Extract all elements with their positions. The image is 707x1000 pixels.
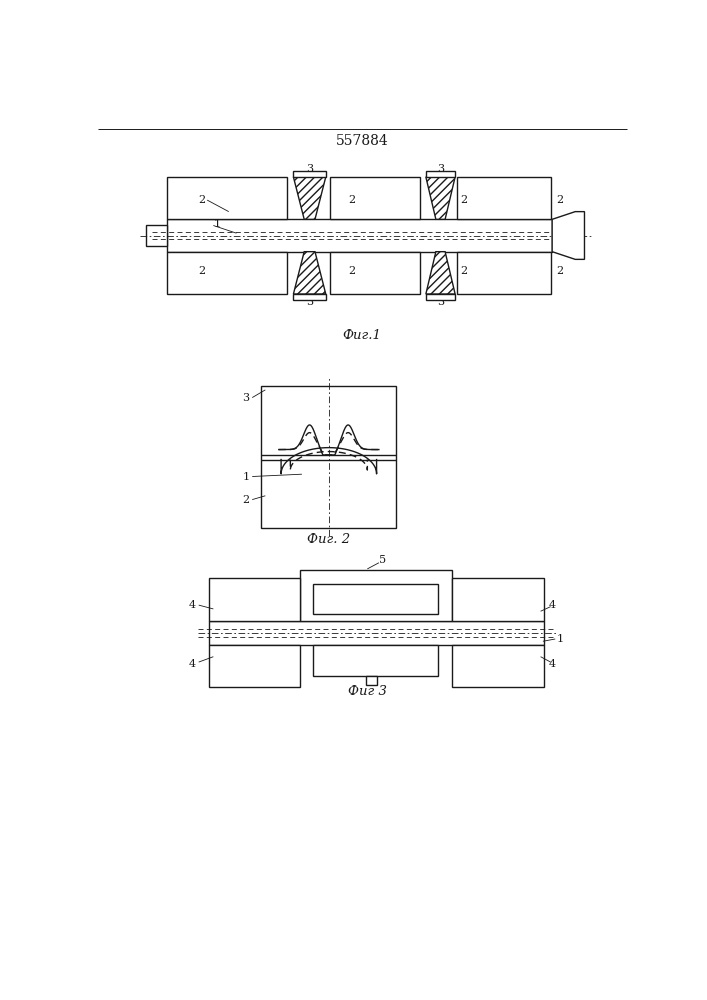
Text: 3: 3	[306, 297, 313, 307]
Bar	[366, 676, 377, 685]
Bar	[452, 578, 544, 620]
Text: 3: 3	[437, 164, 444, 174]
Bar	[300, 570, 452, 620]
Text: 2: 2	[198, 195, 205, 205]
Bar	[209, 645, 300, 687]
Bar	[167, 252, 287, 294]
Text: 2: 2	[556, 195, 563, 205]
Bar	[313, 584, 438, 614]
Text: 557884: 557884	[336, 134, 388, 148]
Polygon shape	[426, 177, 455, 219]
Bar	[146, 225, 167, 246]
Text: 3: 3	[437, 297, 444, 307]
Bar	[262, 386, 396, 528]
Text: 4: 4	[189, 600, 196, 610]
Text: 2: 2	[460, 195, 467, 205]
Text: 2: 2	[349, 266, 356, 276]
Text: Фиг 3: Фиг 3	[348, 685, 387, 698]
Bar	[167, 177, 287, 219]
Text: 3: 3	[243, 393, 250, 403]
Bar	[293, 294, 326, 300]
Text: 3: 3	[306, 164, 313, 174]
Polygon shape	[293, 252, 326, 294]
Text: 2: 2	[556, 266, 563, 276]
Bar	[457, 177, 551, 219]
Text: 5: 5	[379, 555, 386, 565]
Text: Фиг.1: Фиг.1	[342, 329, 381, 342]
Text: Фиг. 2: Фиг. 2	[308, 533, 351, 546]
Bar	[313, 645, 438, 676]
Polygon shape	[552, 212, 585, 259]
Text: 4: 4	[189, 659, 196, 669]
Polygon shape	[426, 252, 455, 294]
Bar	[329, 177, 421, 219]
Text: 2: 2	[198, 266, 205, 276]
Bar	[167, 219, 552, 252]
Text: 1: 1	[556, 634, 563, 644]
Text: 1: 1	[243, 472, 250, 482]
Bar	[426, 294, 455, 300]
Polygon shape	[293, 177, 326, 219]
Bar	[293, 171, 326, 177]
Bar	[329, 252, 421, 294]
Text: 4: 4	[549, 659, 556, 669]
Text: 2: 2	[460, 266, 467, 276]
Text: 2: 2	[349, 195, 356, 205]
Bar	[209, 620, 544, 645]
Text: 4: 4	[549, 600, 556, 610]
Text: 1: 1	[214, 219, 221, 229]
Bar	[209, 578, 300, 620]
Text: 2: 2	[243, 495, 250, 505]
Bar	[426, 171, 455, 177]
Bar	[457, 252, 551, 294]
Bar	[452, 645, 544, 687]
